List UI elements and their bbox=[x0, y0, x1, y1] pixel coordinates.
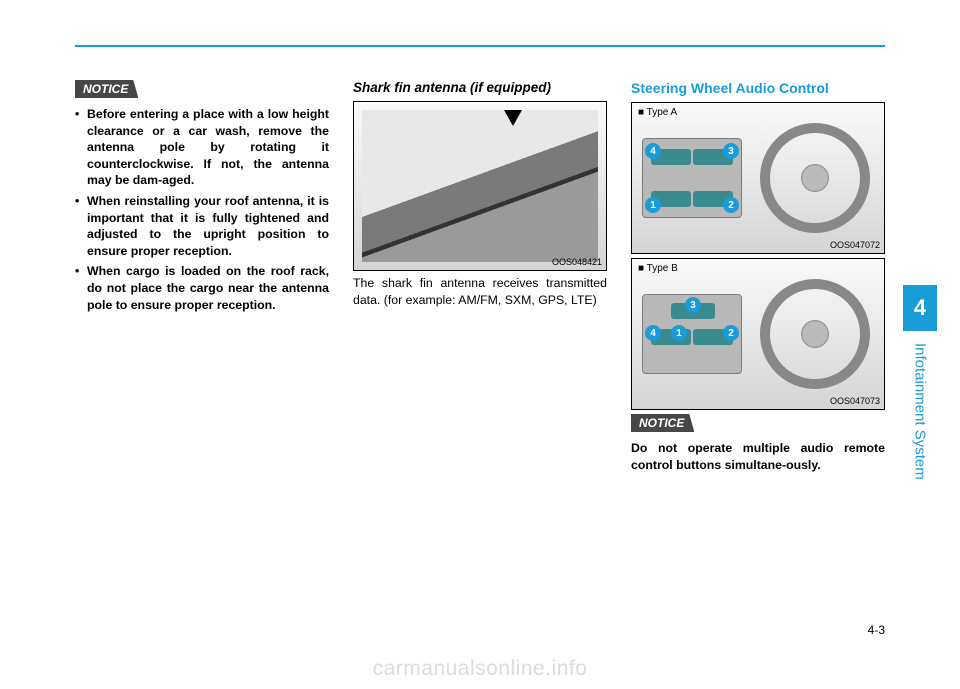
type-a-label: ■ Type A bbox=[638, 107, 677, 118]
callout-2: 2 bbox=[723, 197, 739, 213]
callout-4: 4 bbox=[645, 325, 661, 341]
top-divider bbox=[75, 45, 885, 47]
callout-3: 3 bbox=[723, 143, 739, 159]
column-2: Shark fin antenna (if equipped) OOS04842… bbox=[353, 80, 607, 473]
manual-page: NOTICE Before entering a place with a lo… bbox=[75, 45, 885, 645]
callout-4: 4 bbox=[645, 143, 661, 159]
steering-wheel-illustration bbox=[760, 279, 870, 389]
bullet-item: Before entering a place with a low heigh… bbox=[75, 106, 329, 189]
button-panel: 3 4 1 2 bbox=[642, 294, 742, 374]
car-roof-illustration bbox=[362, 110, 598, 262]
figure-type-a: ■ Type A 4 3 1 2 OOS047072 bbox=[631, 102, 885, 254]
page-number: 4-3 bbox=[868, 623, 885, 637]
chapter-title-vertical: Infotainment System bbox=[906, 343, 934, 603]
figure-code: OOS048421 bbox=[552, 257, 602, 267]
watermark: carmanualsonline.info bbox=[373, 657, 588, 681]
column-3: Steering Wheel Audio Control ■ Type A 4 … bbox=[631, 80, 885, 473]
steering-wheel-illustration bbox=[760, 123, 870, 233]
chapter-tab: 4 bbox=[903, 285, 937, 331]
steering-heading: Steering Wheel Audio Control bbox=[631, 80, 885, 96]
callout-3: 3 bbox=[685, 297, 701, 313]
figure-type-b: ■ Type B 3 4 1 2 OOS047073 bbox=[631, 258, 885, 410]
bullet-item: When cargo is loaded on the roof rack, d… bbox=[75, 263, 329, 313]
callout-2: 2 bbox=[723, 325, 739, 341]
notice-badge: NOTICE bbox=[75, 80, 138, 98]
notice-bullets: Before entering a place with a low heigh… bbox=[75, 106, 329, 313]
columns: NOTICE Before entering a place with a lo… bbox=[75, 80, 885, 473]
type-b-label: ■ Type B bbox=[638, 263, 678, 274]
figure-code: OOS047072 bbox=[830, 240, 880, 250]
shark-fin-heading: Shark fin antenna (if equipped) bbox=[353, 80, 607, 95]
arrow-down-icon bbox=[504, 110, 522, 126]
figure-shark-fin: OOS048421 bbox=[353, 101, 607, 271]
column-1: NOTICE Before entering a place with a lo… bbox=[75, 80, 329, 473]
button-panel: 4 3 1 2 bbox=[642, 138, 742, 218]
callout-1: 1 bbox=[671, 325, 687, 341]
notice-badge: NOTICE bbox=[631, 414, 694, 432]
bullet-item: When reinstalling your roof antenna, it … bbox=[75, 193, 329, 259]
notice-text: Do not operate multiple audio remote con… bbox=[631, 440, 885, 473]
shark-fin-text: The shark fin antenna receives transmitt… bbox=[353, 275, 607, 308]
callout-1: 1 bbox=[645, 197, 661, 213]
figure-code: OOS047073 bbox=[830, 396, 880, 406]
